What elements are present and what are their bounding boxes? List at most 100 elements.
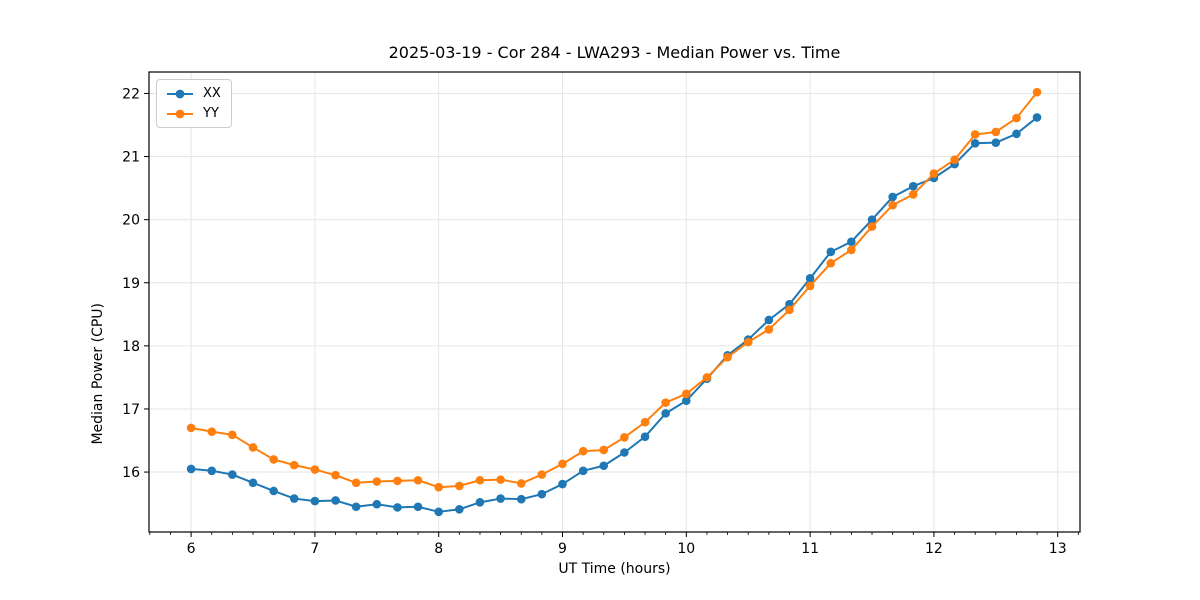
data-point-yy bbox=[434, 482, 443, 492]
data-point-yy bbox=[785, 305, 794, 315]
data-point-yy bbox=[950, 155, 959, 165]
data-point-yy bbox=[393, 476, 402, 486]
x-tick-label: 12 bbox=[925, 541, 943, 557]
data-point-yy bbox=[764, 325, 774, 334]
data-point-xx bbox=[248, 478, 258, 488]
data-point-yy bbox=[289, 460, 299, 470]
data-point-yy bbox=[723, 352, 732, 362]
data-point-yy bbox=[908, 190, 918, 199]
data-point-xx bbox=[578, 466, 588, 476]
data-point-yy bbox=[516, 479, 526, 488]
data-point-xx bbox=[496, 494, 505, 503]
y-tick-label: 18 bbox=[122, 339, 140, 355]
data-point-yy bbox=[682, 389, 691, 399]
data-point-yy bbox=[929, 169, 939, 178]
data-point-yy bbox=[640, 417, 650, 427]
data-point-yy bbox=[248, 443, 258, 452]
data-point-xx bbox=[455, 504, 464, 514]
data-point-xx bbox=[413, 502, 423, 512]
x-tick-label: 7 bbox=[310, 541, 319, 557]
data-point-yy bbox=[558, 459, 567, 469]
data-point-xx bbox=[599, 461, 609, 471]
data-point-yy bbox=[702, 373, 712, 382]
data-point-yy bbox=[867, 222, 877, 231]
x-tick-label: 9 bbox=[558, 541, 567, 557]
x-tick-label: 8 bbox=[434, 541, 443, 557]
x-tick-label: 11 bbox=[801, 541, 819, 557]
data-point-yy bbox=[578, 446, 588, 456]
data-point-yy bbox=[207, 427, 217, 436]
data-point-yy bbox=[475, 475, 485, 485]
data-point-xx bbox=[764, 315, 774, 325]
x-tick-label: 6 bbox=[187, 541, 196, 557]
data-point-xx bbox=[475, 498, 485, 507]
data-point-yy bbox=[661, 398, 670, 407]
data-point-xx bbox=[1012, 129, 1021, 139]
data-point-yy bbox=[372, 477, 382, 486]
data-point-xx bbox=[970, 139, 980, 148]
y-tick-label: 16 bbox=[122, 465, 140, 481]
data-point-yy bbox=[991, 127, 1001, 137]
data-point-xx bbox=[908, 181, 918, 191]
legend-label-yy: YY bbox=[203, 106, 219, 121]
plot-spines bbox=[148, 71, 1081, 533]
line-marker-icon bbox=[167, 89, 193, 98]
chart-title: 2025-03-19 - Cor 284 - LWA293 - Median P… bbox=[388, 43, 841, 62]
data-point-yy bbox=[331, 470, 340, 480]
data-point-yy bbox=[351, 478, 361, 488]
data-point-yy bbox=[847, 245, 856, 255]
data-point-yy bbox=[599, 445, 609, 455]
data-point-xx bbox=[661, 409, 670, 418]
data-point-xx bbox=[867, 215, 877, 224]
data-point-yy bbox=[805, 281, 815, 291]
data-point-xx bbox=[516, 494, 526, 504]
x-tick-label: 13 bbox=[1049, 541, 1067, 557]
y-tick-label: 17 bbox=[122, 402, 140, 418]
x-axis-label: UT Time (hours) bbox=[558, 561, 671, 577]
x-tick-label: 10 bbox=[677, 541, 695, 557]
data-point-xx bbox=[310, 496, 320, 506]
data-point-xx bbox=[991, 138, 1001, 147]
data-point-xx bbox=[228, 470, 237, 479]
data-point-xx bbox=[186, 464, 196, 474]
data-point-xx bbox=[847, 237, 856, 247]
legend-label-xx: XX bbox=[203, 86, 221, 101]
series-line-xx bbox=[191, 116, 1038, 513]
data-point-xx bbox=[558, 479, 567, 489]
data-point-xx bbox=[640, 432, 650, 442]
data-point-xx bbox=[372, 499, 382, 509]
data-point-xx bbox=[826, 247, 836, 257]
data-point-xx bbox=[682, 396, 691, 406]
data-point-xx bbox=[537, 489, 547, 499]
data-point-yy bbox=[269, 455, 278, 464]
legend-item-yy: YY bbox=[165, 104, 221, 123]
line-marker-icon bbox=[167, 109, 193, 118]
y-tick-label: 19 bbox=[122, 276, 140, 292]
data-point-xx bbox=[331, 496, 340, 505]
data-point-yy bbox=[743, 337, 753, 347]
data-point-xx bbox=[434, 507, 443, 517]
data-point-xx bbox=[805, 274, 815, 283]
data-point-yy bbox=[455, 481, 464, 491]
data-point-yy bbox=[1012, 113, 1021, 123]
data-point-yy bbox=[537, 470, 547, 479]
data-point-xx bbox=[289, 494, 299, 503]
data-point-yy bbox=[310, 465, 320, 474]
data-point-xx bbox=[207, 466, 217, 476]
data-point-xx bbox=[1032, 113, 1042, 122]
data-point-yy bbox=[496, 475, 505, 484]
data-point-yy bbox=[826, 258, 836, 268]
data-point-yy bbox=[413, 475, 423, 485]
data-point-yy bbox=[888, 200, 897, 210]
data-point-xx bbox=[393, 503, 402, 512]
series-line-yy bbox=[190, 91, 1038, 489]
data-point-yy bbox=[228, 430, 237, 440]
data-point-yy bbox=[620, 433, 629, 442]
y-tick-label: 21 bbox=[122, 150, 140, 166]
data-point-xx bbox=[620, 448, 629, 457]
data-point-xx bbox=[888, 192, 897, 202]
data-point-yy bbox=[186, 423, 196, 433]
legend: XX YY bbox=[156, 79, 232, 128]
data-point-yy bbox=[970, 130, 980, 139]
y-tick-label: 20 bbox=[122, 213, 140, 229]
